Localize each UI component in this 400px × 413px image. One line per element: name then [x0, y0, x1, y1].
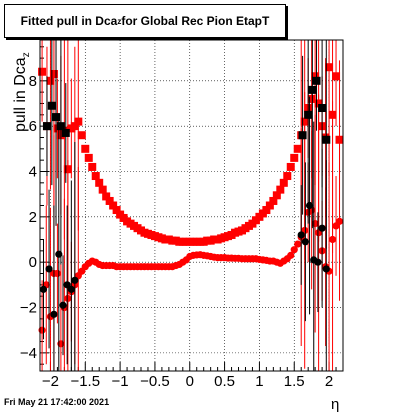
red-circle-point — [53, 269, 62, 278]
red-circle-point — [294, 240, 302, 248]
black-square-point — [308, 85, 317, 94]
black-square-point — [56, 122, 65, 131]
x-tick-label: 1.5 — [284, 373, 305, 390]
red-circle-point — [287, 251, 295, 259]
red-square-point — [335, 135, 344, 144]
x-axis-label: η — [331, 396, 340, 413]
black-square-point — [318, 104, 327, 113]
red-square-point — [102, 192, 111, 201]
red-square-point — [88, 162, 97, 171]
red-square-point — [286, 162, 295, 171]
red-square-point — [325, 63, 334, 72]
black-circle-point — [314, 258, 322, 266]
title-prefix: Fitted pull in Dca — [20, 14, 118, 28]
red-square-point — [276, 185, 285, 194]
red-square-point — [262, 206, 271, 215]
red-circle-point — [335, 217, 344, 225]
black-square-point — [322, 135, 331, 144]
x-tick-label: 0.5 — [214, 373, 235, 390]
black-circle-point — [322, 265, 330, 273]
red-square-point — [109, 201, 118, 210]
black-square-point — [298, 131, 307, 140]
red-square-point — [91, 172, 100, 181]
red-square-point — [307, 94, 316, 103]
x-tick-label: 0 — [186, 373, 194, 390]
red-square-point — [77, 131, 86, 140]
red-square-point — [105, 196, 114, 205]
y-tick-label: −2 — [20, 300, 37, 317]
black-circle-point — [45, 265, 53, 273]
x-tick-label: −2 — [42, 373, 59, 390]
y-tick-label: −4 — [20, 345, 37, 362]
red-square-point — [112, 206, 121, 215]
red-square-point — [269, 196, 278, 205]
plot-background — [40, 40, 343, 371]
red-square-point — [46, 76, 55, 85]
y-tick-label: 2 — [29, 209, 37, 226]
red-square-point — [332, 72, 341, 81]
x-tick-label: 1 — [255, 373, 263, 390]
red-square-point — [272, 191, 281, 200]
title-subscript: z — [117, 16, 122, 26]
red-square-point — [98, 185, 107, 194]
plot-frame — [39, 39, 344, 372]
black-circle-point — [71, 276, 79, 284]
red-square-point — [293, 144, 302, 153]
red-square-point — [279, 178, 288, 187]
red-square-point — [74, 117, 83, 126]
black-circle-point — [297, 231, 305, 239]
red-square-point — [84, 153, 93, 162]
red-circle-point — [290, 246, 298, 254]
red-square-point — [38, 67, 47, 76]
black-square-point — [52, 113, 61, 122]
y-axis-label: pull in Dcaz — [12, 52, 33, 132]
black-square-point — [42, 122, 51, 131]
x-tick-label: 2 — [325, 373, 333, 390]
black-circle-point — [50, 310, 58, 318]
black-circle-point — [67, 285, 75, 293]
red-square-point — [49, 70, 58, 79]
black-circle-point — [318, 224, 326, 232]
timestamp-footer: Fri May 21 17:42:00 2021 — [4, 397, 110, 407]
red-square-point — [95, 178, 104, 187]
red-circle-point — [64, 294, 72, 303]
red-circle-point — [328, 235, 337, 244]
red-square-point — [311, 72, 320, 81]
black-circle-point — [301, 238, 309, 246]
y-tick-label: 6 — [29, 118, 37, 135]
x-tick-label: −1 — [112, 373, 129, 390]
chart-title: Fitted pull in Dca z for Global Rec Pion … — [4, 4, 286, 38]
red-square-point — [70, 122, 79, 131]
y-tick-label: 0 — [29, 254, 37, 271]
x-tick-label: −1.5 — [70, 373, 100, 390]
title-suffix: for Global Rec Pion EtapT — [121, 14, 270, 28]
y-tick-label: 8 — [29, 73, 37, 90]
black-square-point — [61, 128, 70, 137]
x-tick-label: −0.5 — [140, 373, 170, 390]
red-square-point — [290, 153, 299, 162]
black-square-point — [47, 101, 56, 110]
black-circle-point — [63, 281, 71, 289]
black-square-point — [312, 76, 321, 85]
red-square-point — [265, 201, 274, 210]
black-circle-point — [39, 285, 48, 293]
red-square-point — [81, 144, 90, 153]
red-square-point — [283, 172, 292, 181]
black-circle-point — [59, 301, 67, 309]
black-square-point — [304, 110, 313, 119]
y-tick-label: 4 — [29, 163, 37, 180]
